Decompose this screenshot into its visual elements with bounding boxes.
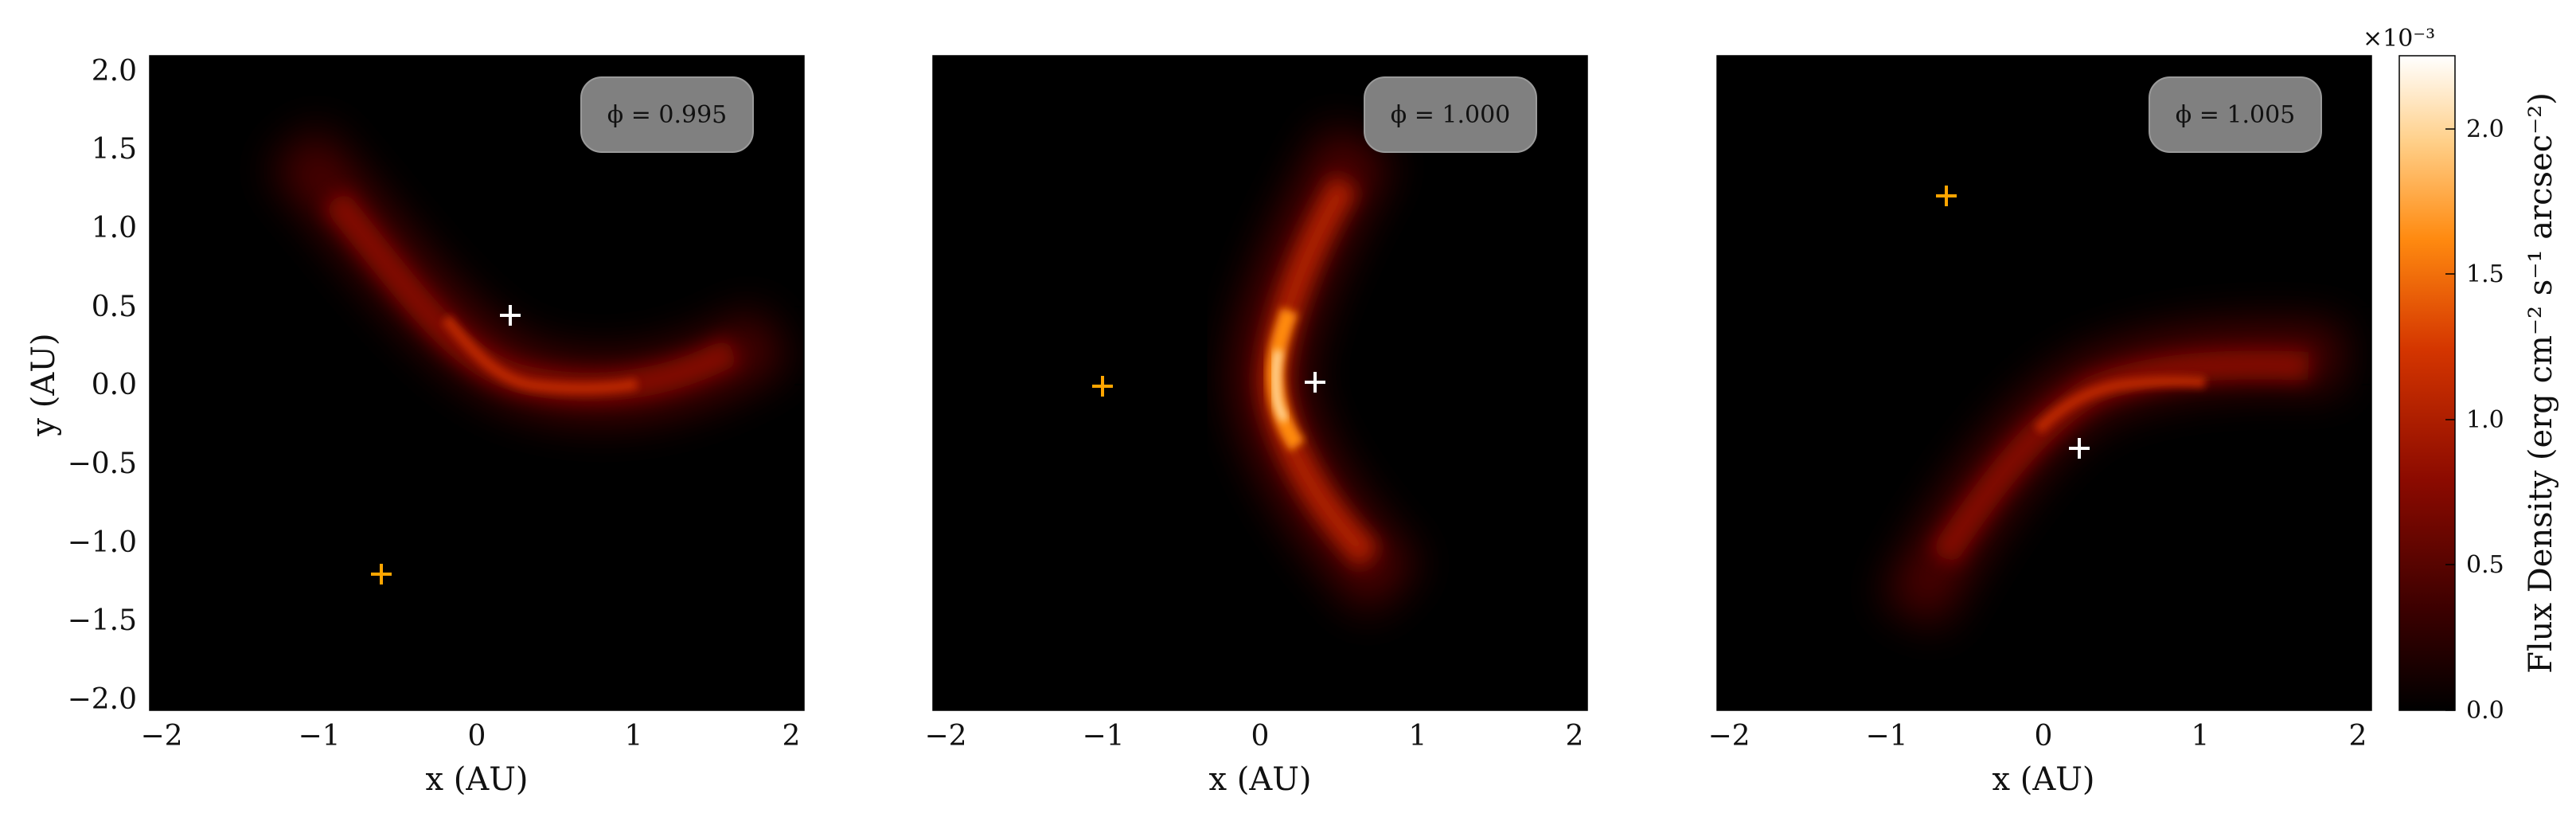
panel-1-xtick: 2	[783, 720, 801, 753]
panel-3-xtick: 0	[2035, 720, 2053, 753]
panel-2-xtick: 1	[1409, 720, 1427, 753]
panel-1: ϕ = 0.995 −2 −1 0 1 2 2.0 1.5 1.0 0.5 0.…	[25, 55, 805, 798]
panel-3: ϕ = 1.005 −2 −1 0 1 2 x (AU)	[1708, 55, 2372, 798]
panel-1-ytick: −1.0	[68, 526, 137, 559]
colorbar-label: Flux Density (erg cm⁻² s⁻¹ arcsec⁻²)	[2523, 92, 2559, 674]
panel-3-xtick-labels: −2 −1 0 1 2	[1708, 720, 2367, 753]
colorbar-gradient	[2398, 55, 2456, 711]
panel-1-xlabel: x (AU)	[425, 761, 528, 798]
colorbar-tick: 0.0	[2466, 697, 2504, 725]
panel-2-xtick-labels: −2 −1 0 1 2	[924, 720, 1583, 753]
panel-1-xtick-labels: −2 −1 0 1 2	[140, 720, 800, 753]
panel-1-ticks	[150, 56, 804, 710]
colorbar-ticks	[2445, 128, 2455, 711]
panel-1-ytick: 1.0	[92, 212, 137, 244]
panel-2-xtick: −1	[1082, 720, 1124, 753]
colorbar-tick: 1.5	[2466, 260, 2504, 288]
panel-2-xtick: 0	[1251, 720, 1270, 753]
panel-1-primary-star	[500, 305, 521, 326]
panel-1-ytick: 0.5	[92, 291, 137, 323]
panel-1-ytick: 2.0	[92, 55, 137, 88]
panel-3-xtick: −2	[1708, 720, 1750, 753]
panel-2-phase-label: ϕ = 1.000	[1391, 101, 1511, 129]
panel-1-ytick: −2.0	[68, 683, 137, 716]
panel-3-secondary-star	[1936, 186, 1957, 206]
panel-2-xlabel: x (AU)	[1208, 761, 1311, 798]
panel-3-xtick: 2	[2349, 720, 2367, 753]
panel-3-emission-arc	[1882, 323, 2344, 628]
panel-1-ytick: −0.5	[68, 448, 137, 480]
colorbar-multiplier: ×10⁻³	[2363, 25, 2435, 53]
panel-1-phase-box: ϕ = 0.995	[580, 76, 754, 153]
panel-3-ticks	[1717, 56, 2371, 710]
panel-1-ylabel: y (AU)	[25, 333, 62, 436]
panel-3-xlabel: x (AU)	[1992, 761, 2094, 798]
panel-2-phase-box: ϕ = 1.000	[1364, 76, 1537, 153]
panel-2-xtick: 2	[1566, 720, 1584, 753]
panel-2-emission-arc	[1233, 125, 1419, 615]
panel-1-xtick: −1	[298, 720, 340, 753]
panel-2-primary-star	[1305, 372, 1325, 393]
panel-2-xtick: −2	[924, 720, 966, 753]
panel-1-emission-arc	[270, 126, 790, 421]
colorbar-tick-labels: 0.0 0.5 1.0 1.5 2.0	[2466, 115, 2504, 725]
panel-1-secondary-star	[371, 564, 392, 584]
panel-1-ytick-labels: 2.0 1.5 1.0 0.5 0.0 −0.5 −1.0 −1.5 −2.0	[68, 55, 137, 716]
panel-2-ticks	[933, 56, 1587, 710]
panel-2-secondary-star	[1092, 376, 1113, 397]
colorbar-tick: 2.0	[2466, 115, 2504, 143]
panel-1-xtick: 1	[625, 720, 643, 753]
colorbar: 0.0 0.5 1.0 1.5 2.0 ×10⁻³ Flux Density (…	[2363, 25, 2559, 725]
panel-1-xtick: 0	[468, 720, 486, 753]
colorbar-tick: 0.5	[2466, 551, 2504, 579]
panel-1-ytick: 0.0	[92, 369, 137, 401]
panel-1-xtick: −2	[140, 720, 182, 753]
panel-2: ϕ = 1.000 −2 −1 0 1 2 x (AU)	[924, 55, 1588, 798]
panel-3-xtick: 1	[2192, 720, 2210, 753]
panel-1-phase-label: ϕ = 0.995	[607, 101, 728, 129]
panel-1-ytick: 1.5	[92, 133, 137, 166]
colorbar-tick: 1.0	[2466, 406, 2504, 434]
panel-3-xtick: −1	[1865, 720, 1907, 753]
panel-3-phase-label: ϕ = 1.005	[2176, 101, 2296, 129]
panel-1-ytick: −1.5	[68, 604, 137, 637]
panel-3-phase-box: ϕ = 1.005	[2149, 76, 2322, 153]
panel-3-primary-star	[2069, 438, 2090, 459]
